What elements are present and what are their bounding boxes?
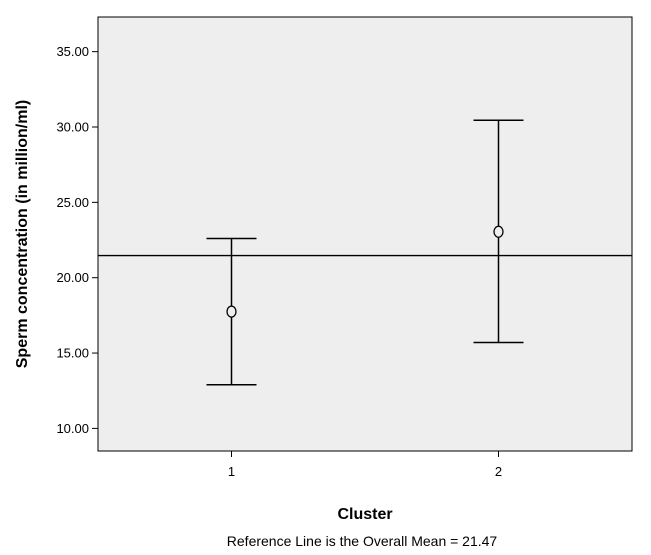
mean-marker bbox=[226, 305, 237, 318]
mean-marker bbox=[493, 225, 504, 238]
y-tick-label: 20.00 bbox=[56, 270, 89, 285]
y-tick-label: 15.00 bbox=[56, 346, 89, 361]
y-tick-label: 25.00 bbox=[56, 195, 89, 210]
y-axis-title: Sperm concentration (in million/ml) bbox=[14, 100, 31, 368]
y-tick-label: 35.00 bbox=[56, 44, 89, 59]
plot-area bbox=[97, 16, 633, 452]
x-tick-label: 1 bbox=[228, 464, 235, 479]
x-tick-label: 2 bbox=[495, 464, 502, 479]
axis-ticks: 10.00 15.00 20.00 25.00 30.00 35.00 1 2 bbox=[56, 44, 502, 479]
reference-line-note: Reference Line is the Overall Mean = 21.… bbox=[227, 533, 498, 549]
x-axis-title: Cluster bbox=[337, 506, 392, 523]
data-marks bbox=[206, 119, 524, 386]
y-tick-label: 10.00 bbox=[56, 421, 89, 436]
y-tick-label: 30.00 bbox=[56, 120, 89, 135]
